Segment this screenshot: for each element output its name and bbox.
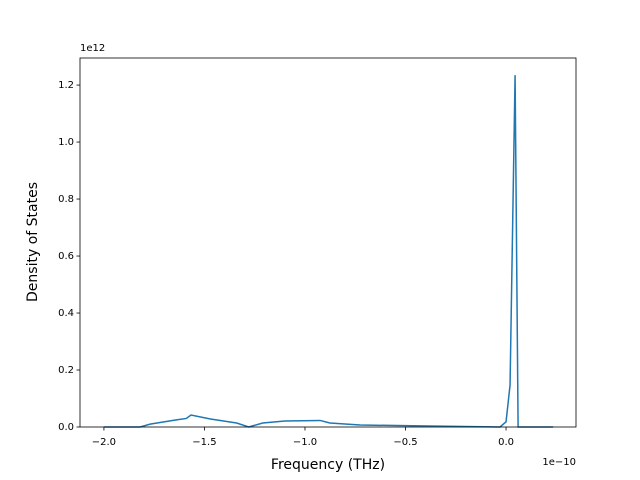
y-tick-label: 0.6 [58,251,74,262]
y-axis-label: Density of States [25,182,41,302]
x-axis-label: Frequency (THz) [271,457,385,473]
line [103,75,554,428]
y-tick-label: 0.2 [58,365,74,376]
x-tick-label: −1.0 [293,437,317,448]
axes-frame [79,57,577,428]
y-tick-label: 0.4 [58,308,74,319]
y-offset-label: 1e12 [80,43,105,54]
x-offset-label: 1e−10 [542,457,576,468]
y-tick-label: 1.0 [58,137,74,148]
y-tick-label: 0.8 [58,194,74,205]
x-tick-label: −2.0 [92,437,116,448]
y-tick-label: 0.0 [58,422,74,433]
x-tick-label: −0.5 [393,437,417,448]
x-tick-label: −1.5 [192,437,216,448]
x-tick-label: 0.0 [498,437,514,448]
y-tick-label: 1.2 [58,80,74,91]
